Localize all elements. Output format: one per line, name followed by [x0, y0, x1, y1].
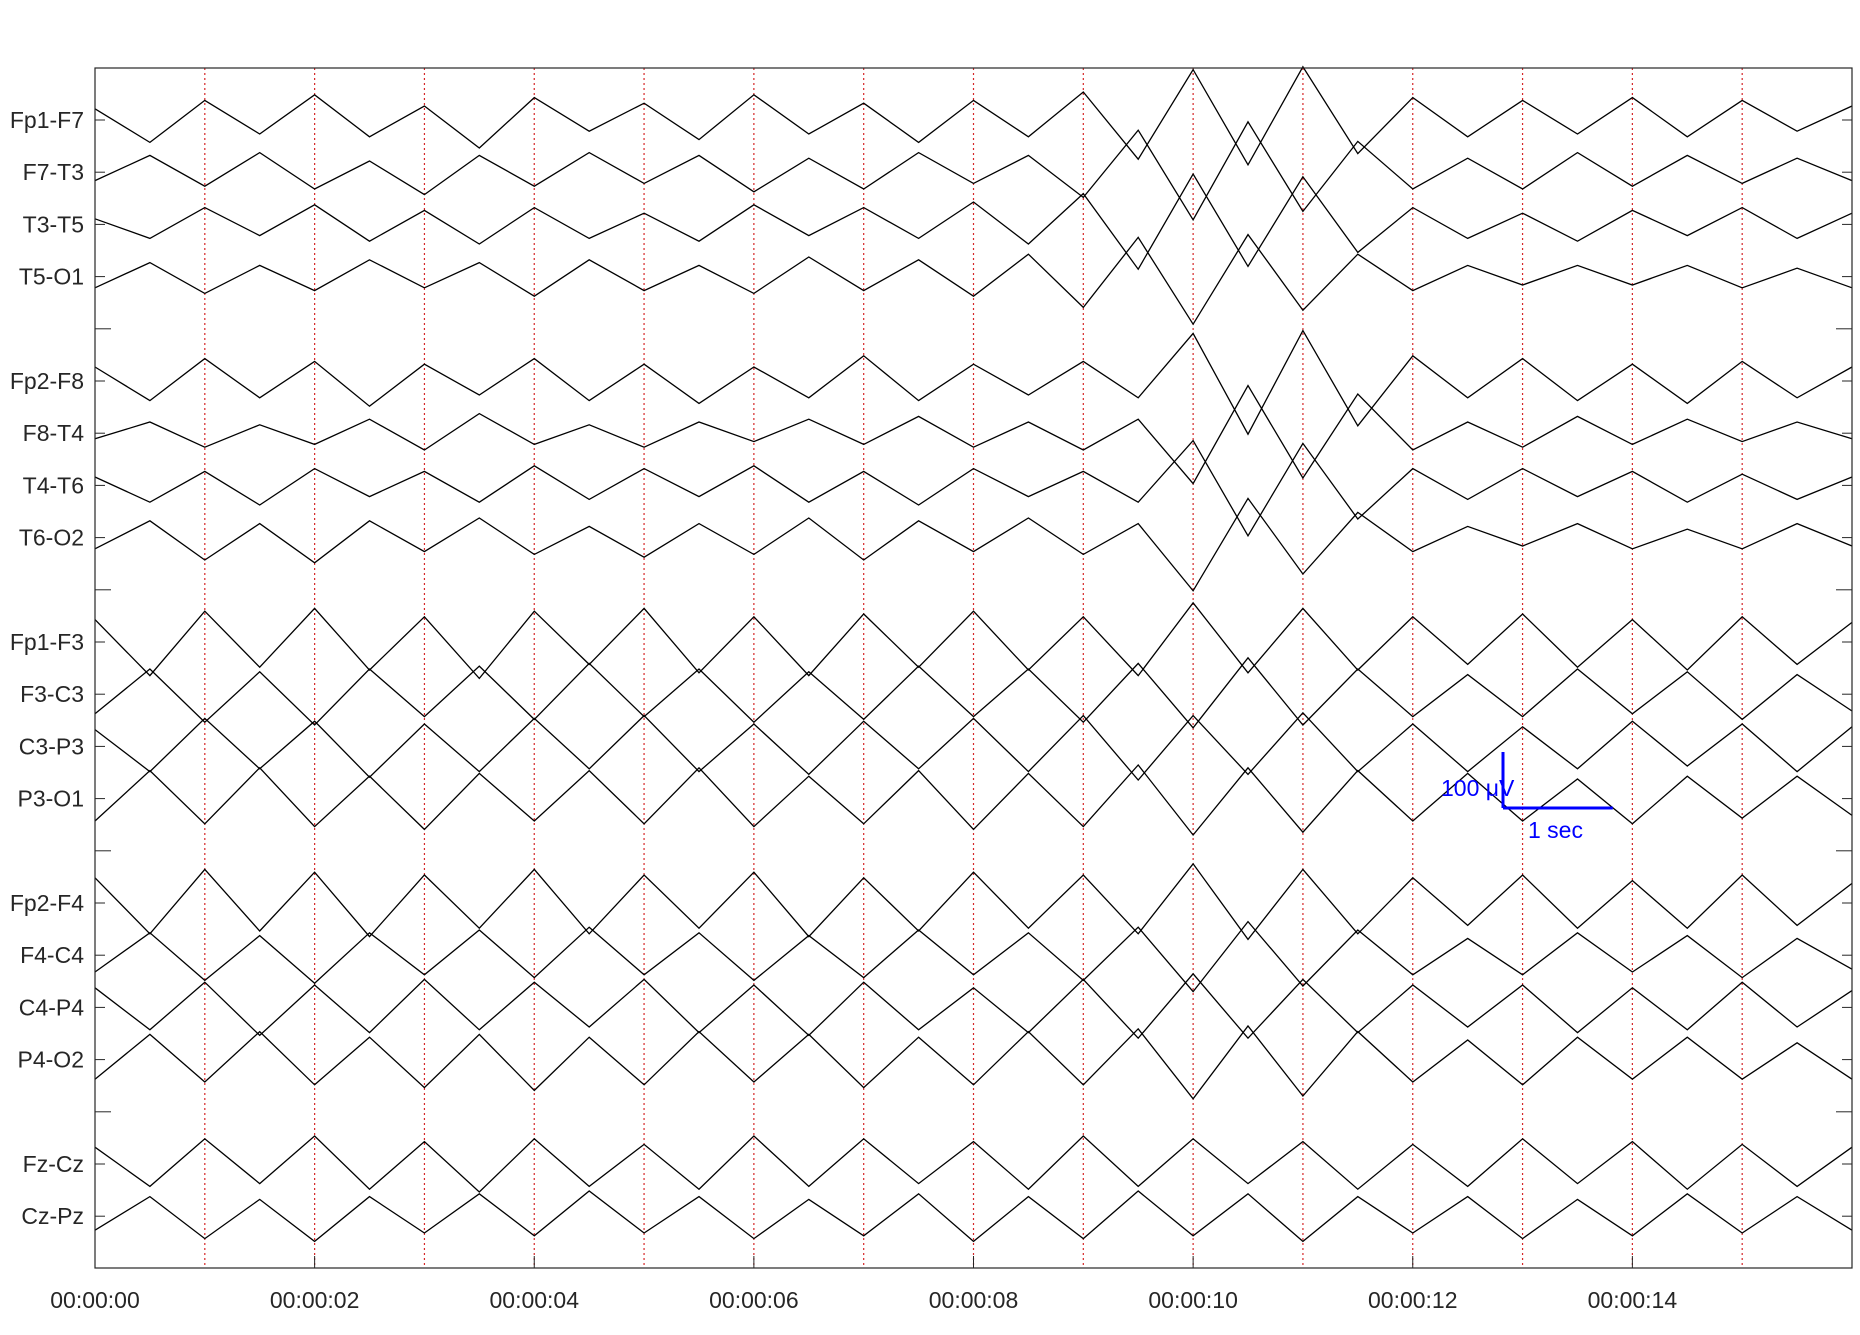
eeg-trace — [94, 1135, 1853, 1193]
eeg-trace — [94, 601, 1853, 680]
eeg-trace — [94, 172, 1853, 271]
x-tick-label: 00:00:00 — [50, 1287, 140, 1313]
eeg-trace — [94, 656, 1853, 729]
channel-label: C3-P3 — [19, 733, 84, 759]
eeg-trace — [94, 711, 1853, 782]
eeg-trace — [94, 439, 1853, 538]
channel-label: T3-T5 — [23, 211, 84, 237]
eeg-trace — [94, 329, 1853, 436]
channel-label: T4-T6 — [23, 472, 84, 498]
x-tick-label: 00:00:12 — [1368, 1287, 1458, 1313]
channel-label: Fp2-F8 — [10, 368, 84, 394]
channel-label: C4-P4 — [19, 994, 84, 1020]
channel-label: Fz-Cz — [23, 1151, 84, 1177]
x-tick-label: 00:00:14 — [1588, 1287, 1678, 1313]
eeg-trace — [94, 120, 1853, 222]
scale-bar-label: 100 μV — [1441, 775, 1515, 801]
channel-label: F3-C3 — [20, 681, 84, 707]
channel-label: Fp1-F3 — [10, 629, 84, 655]
channel-label: T6-O2 — [19, 525, 84, 551]
channel-label: P3-O1 — [18, 786, 84, 812]
channel-label: F4-C4 — [20, 942, 84, 968]
scale-bar-label: 1 sec — [1528, 817, 1583, 843]
eeg-trace — [94, 497, 1853, 592]
channel-label: P4-O2 — [18, 1047, 84, 1073]
x-tick-label: 00:00:06 — [709, 1287, 799, 1313]
channel-label: T5-O1 — [19, 264, 84, 290]
channel-label: Cz-Pz — [21, 1203, 84, 1229]
eeg-trace — [94, 920, 1853, 993]
eeg-trace — [94, 862, 1853, 941]
eeg-trace — [94, 763, 1853, 837]
channel-label: Fp1-F7 — [10, 107, 84, 133]
x-tick-label: 00:00:04 — [489, 1287, 579, 1313]
channel-label: F8-T4 — [23, 420, 85, 446]
x-tick-label: 00:00:08 — [929, 1287, 1019, 1313]
x-tick-label: 00:00:02 — [270, 1287, 360, 1313]
channel-label: F7-T3 — [23, 159, 84, 185]
eeg-trace — [94, 1190, 1853, 1243]
eeg-trace — [94, 65, 1853, 167]
eeg-trace — [94, 1024, 1853, 1100]
eeg-trace — [94, 233, 1853, 326]
eeg-trace — [94, 384, 1853, 485]
x-axis-label: Time — [948, 1332, 998, 1335]
x-tick-label: 00:00:10 — [1148, 1287, 1238, 1313]
eeg-trace — [94, 972, 1853, 1040]
channel-label: Fp2-F4 — [10, 890, 84, 916]
